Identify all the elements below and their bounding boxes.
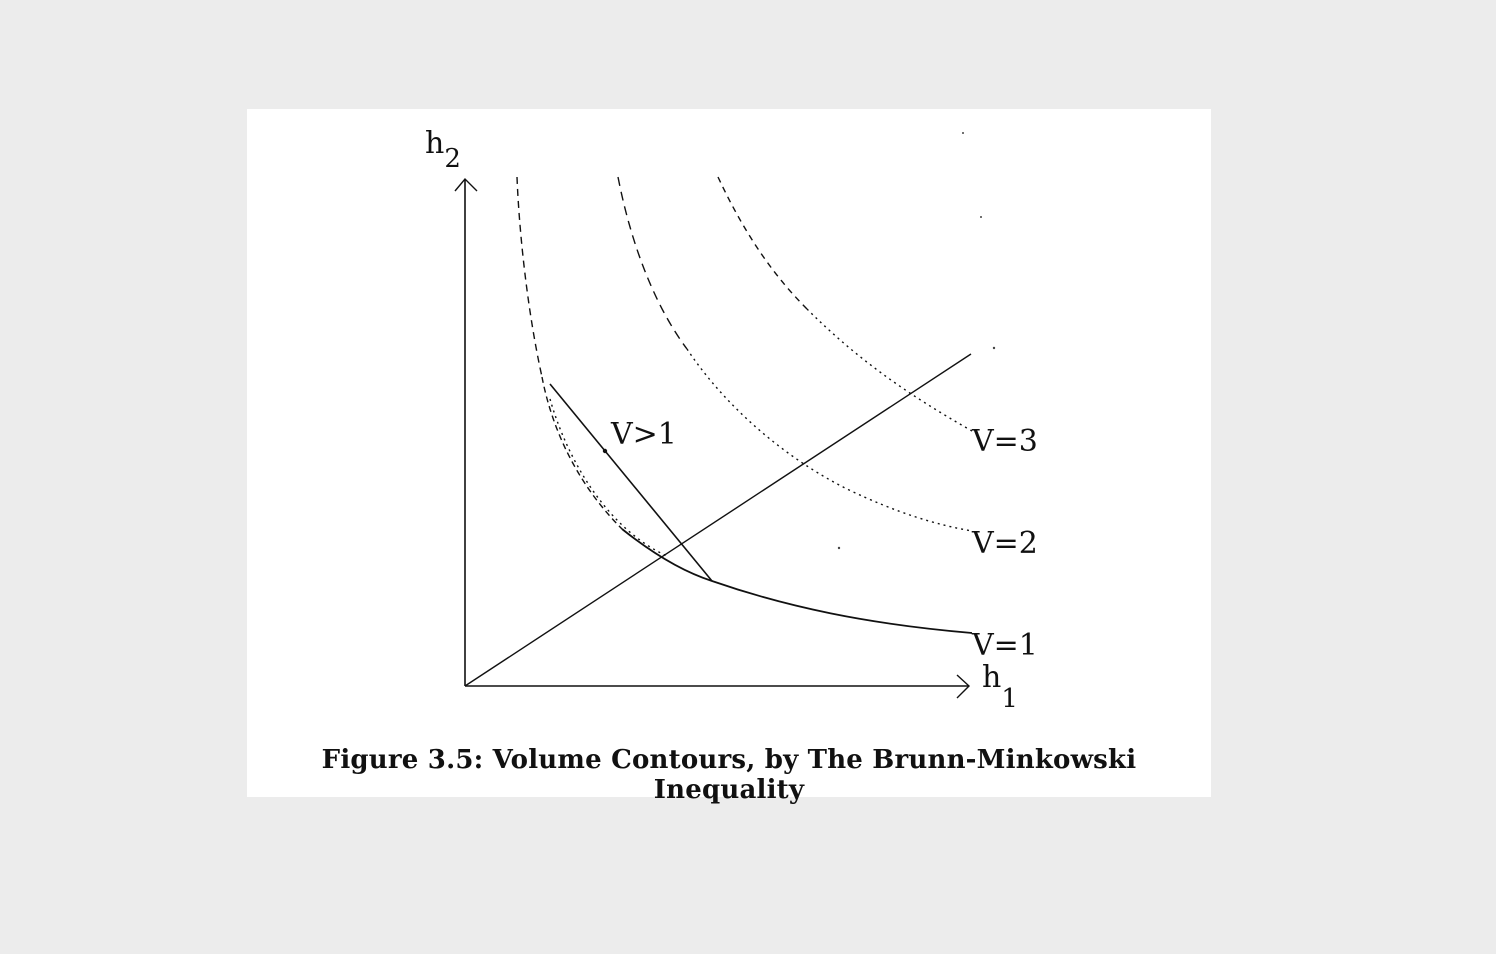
contour-v1-upper-dashed [516,176,543,378]
speck [980,216,982,218]
chord-segment [549,383,713,582]
speck [837,546,841,550]
contour-v3-dotted [806,308,973,432]
contour-v2-dotted [686,348,973,532]
x-axis-arrow [956,674,971,699]
x-axis-label: h1 [982,660,1018,714]
segment-label: V>1 [610,417,677,452]
contour-v1-dashed-mid [541,376,623,530]
contour-v2-dashed [617,176,688,350]
chord-midpoint [602,448,608,454]
contour-v2-label: V=2 [971,526,1038,561]
contour-v1-label: V=1 [971,628,1038,663]
y-axis-arrow [454,177,478,192]
contour-v3-dashed [717,176,808,310]
contour-v1-solid [621,528,973,634]
y-axis-label: h2 [425,126,461,174]
contour-v3-label: V=3 [971,424,1038,459]
figure-sheet: h2 h1 V>1 V=3 V=2 V=1 Figure 3.5: Volume [247,109,1211,805]
speck [962,132,964,134]
diagonal-ray [464,353,972,687]
figure-caption: Figure 3.5: Volume Contours, by The Brun… [321,745,1137,805]
speck [992,346,996,350]
contour-diagram: h2 h1 V>1 V=3 V=2 V=1 [425,126,1038,714]
